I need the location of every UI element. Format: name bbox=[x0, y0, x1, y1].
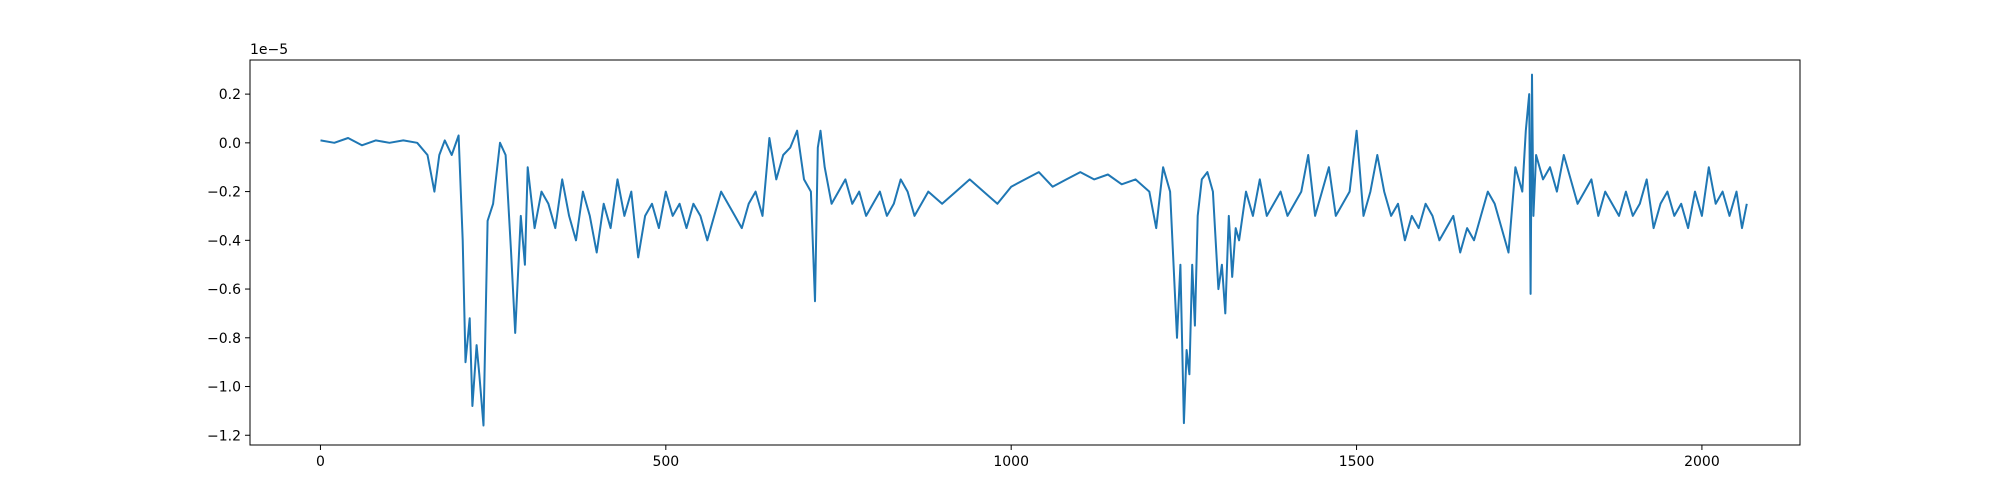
x-tick-label: 2000 bbox=[1684, 454, 1720, 470]
y-axis: 0.2 0.0 −0.2 −0.4 −0.6 −0.8 −1.0 −1.2 bbox=[207, 87, 250, 444]
x-axis: 0 500 1000 1500 2000 bbox=[316, 445, 1720, 470]
y-tick-label: −0.8 bbox=[207, 331, 241, 347]
y-tick-label: −0.4 bbox=[207, 233, 241, 249]
y-tick-label: −0.6 bbox=[207, 282, 241, 298]
plot-area-frame bbox=[249, 59, 1801, 446]
x-tick-label: 0 bbox=[316, 454, 325, 470]
y-tick-label: 0.2 bbox=[219, 87, 241, 103]
series-line bbox=[320, 73, 1748, 427]
y-tick-label: 0.0 bbox=[219, 136, 241, 152]
y-tick-label: −1.0 bbox=[207, 380, 241, 396]
x-tick-label: 1500 bbox=[1339, 454, 1375, 470]
y-tick-label: −1.2 bbox=[207, 428, 241, 444]
y-tick-label: −0.2 bbox=[207, 185, 241, 201]
y-offset-label: 1e−5 bbox=[250, 42, 288, 58]
x-tick-label: 1000 bbox=[993, 454, 1029, 470]
series-group bbox=[320, 73, 1748, 427]
x-tick-label: 500 bbox=[652, 454, 679, 470]
